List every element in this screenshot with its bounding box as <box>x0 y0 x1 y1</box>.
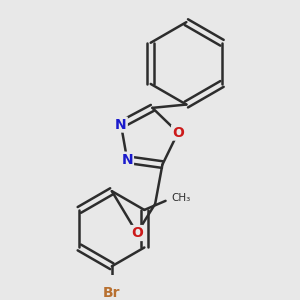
Text: O: O <box>172 126 184 140</box>
Text: Br: Br <box>103 286 121 300</box>
Text: CH₃: CH₃ <box>172 194 191 203</box>
Text: N: N <box>115 118 127 132</box>
Text: N: N <box>121 153 133 166</box>
Text: O: O <box>131 226 143 240</box>
